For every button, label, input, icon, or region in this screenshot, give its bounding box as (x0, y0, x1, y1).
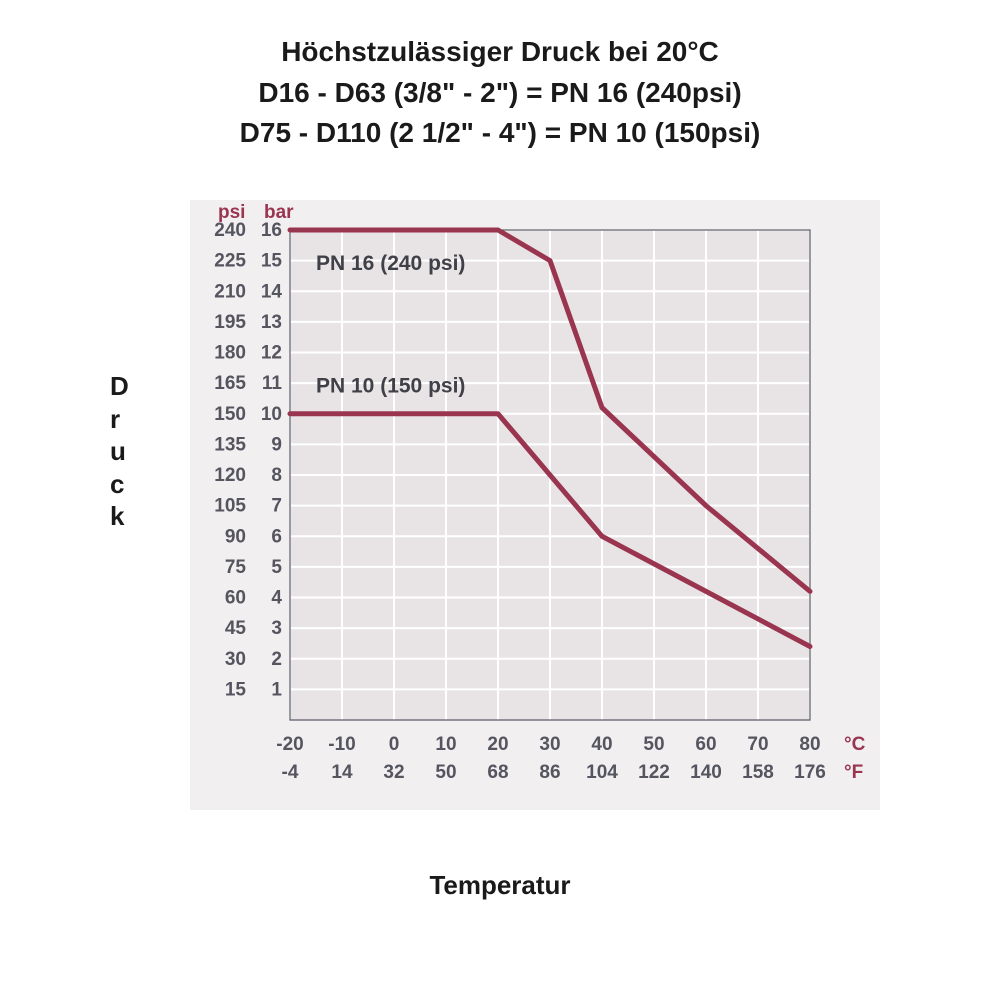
svg-text:240: 240 (214, 220, 246, 241)
svg-text:16: 16 (261, 220, 282, 241)
svg-text:15: 15 (261, 251, 283, 272)
svg-text:14: 14 (261, 281, 283, 302)
svg-text:9: 9 (271, 434, 282, 455)
svg-text:10: 10 (435, 734, 456, 755)
title-line-3: D75 - D110 (2 1/2" - 4") = PN 10 (150psi… (0, 113, 1000, 154)
svg-text:12: 12 (261, 343, 282, 364)
svg-text:°F: °F (844, 762, 863, 783)
y-axis-title: Druck (110, 370, 129, 533)
svg-text:104: 104 (586, 762, 618, 783)
svg-text:165: 165 (214, 373, 246, 394)
svg-text:158: 158 (742, 762, 774, 783)
svg-text:PN 10 (150 psi): PN 10 (150 psi) (316, 374, 465, 397)
svg-text:2: 2 (271, 649, 282, 670)
svg-text:0: 0 (389, 734, 400, 755)
svg-text:135: 135 (214, 434, 246, 455)
svg-text:°C: °C (844, 734, 866, 755)
svg-text:195: 195 (214, 312, 246, 333)
pressure-temperature-chart: psibar2401622515210141951318012165111501… (180, 190, 900, 830)
svg-text:68: 68 (487, 762, 508, 783)
svg-text:7: 7 (271, 496, 282, 517)
svg-text:180: 180 (214, 343, 246, 364)
svg-text:10: 10 (261, 404, 282, 425)
svg-text:122: 122 (638, 762, 670, 783)
svg-text:11: 11 (262, 373, 283, 394)
svg-text:210: 210 (214, 281, 246, 302)
x-axis-title: Temperatur (0, 870, 1000, 901)
svg-text:32: 32 (383, 762, 404, 783)
svg-text:-20: -20 (276, 734, 303, 755)
svg-text:20: 20 (487, 734, 508, 755)
chart-container: psibar2401622515210141951318012165111501… (180, 190, 900, 830)
svg-text:86: 86 (539, 762, 560, 783)
svg-text:4: 4 (271, 588, 282, 609)
title-line-1: Höchstzulässiger Druck bei 20°C (0, 32, 1000, 73)
svg-text:50: 50 (643, 734, 664, 755)
svg-text:80: 80 (799, 734, 820, 755)
svg-text:45: 45 (225, 618, 247, 639)
svg-text:PN 16 (240 psi): PN 16 (240 psi) (316, 252, 465, 275)
svg-text:40: 40 (591, 734, 612, 755)
svg-text:6: 6 (271, 526, 282, 547)
svg-text:105: 105 (214, 496, 246, 517)
svg-text:70: 70 (747, 734, 768, 755)
svg-text:8: 8 (271, 465, 282, 486)
svg-text:-10: -10 (328, 734, 355, 755)
svg-text:-4: -4 (282, 762, 299, 783)
svg-text:60: 60 (695, 734, 716, 755)
svg-text:3: 3 (271, 618, 282, 639)
svg-text:13: 13 (261, 312, 282, 333)
svg-text:140: 140 (690, 762, 722, 783)
svg-text:50: 50 (435, 762, 456, 783)
svg-text:120: 120 (214, 465, 246, 486)
header-title: Höchstzulässiger Druck bei 20°C D16 - D6… (0, 32, 1000, 154)
svg-text:176: 176 (794, 762, 826, 783)
svg-text:1: 1 (271, 679, 282, 700)
svg-text:60: 60 (225, 588, 246, 609)
svg-text:14: 14 (331, 762, 353, 783)
svg-text:90: 90 (225, 526, 246, 547)
svg-text:30: 30 (539, 734, 560, 755)
svg-text:150: 150 (214, 404, 246, 425)
svg-text:75: 75 (225, 557, 247, 578)
svg-text:15: 15 (225, 679, 247, 700)
svg-text:5: 5 (271, 557, 282, 578)
svg-text:30: 30 (225, 649, 246, 670)
title-line-2: D16 - D63 (3/8" - 2") = PN 16 (240psi) (0, 73, 1000, 114)
svg-text:225: 225 (214, 251, 246, 272)
